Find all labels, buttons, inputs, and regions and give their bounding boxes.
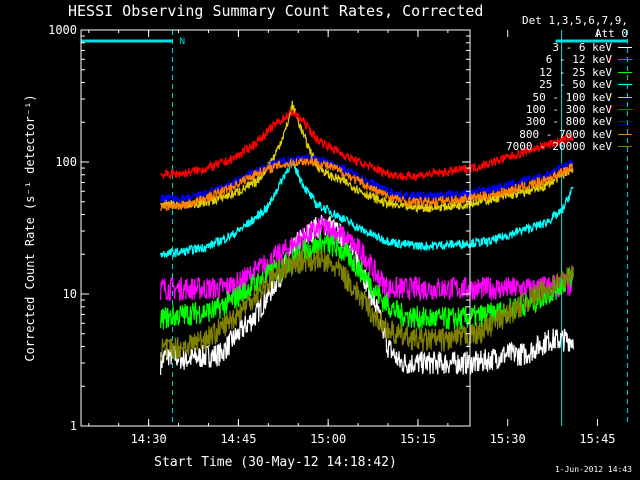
x-tick-label-3: 15:15 (400, 432, 436, 446)
legend-swatch (618, 108, 632, 110)
series-line-4 (160, 100, 574, 214)
timestamp: 1-Jun-2012 14:43 (554, 465, 632, 474)
y-tick-label-1: 10 (63, 287, 77, 301)
legend-label: 3 - 6 keV (552, 41, 612, 54)
x-tick-label-5: 15:45 (579, 432, 615, 446)
legend-swatch (618, 96, 632, 98)
x-tick-label-4: 15:30 (490, 432, 526, 446)
chart-title: HESSI Observing Summary Count Rates, Cor… (68, 2, 484, 20)
y-tick-label-0: 1 (70, 419, 77, 433)
legend-entry: 50 - 100 keV (486, 90, 636, 104)
series-line-8 (160, 248, 574, 361)
legend-label: 6 - 12 keV (545, 53, 612, 67)
legend-label: 800 - 7000 keV (519, 127, 612, 141)
legend-label: 50 - 100 keV (532, 90, 612, 104)
y-axis-label: Corrected Count Rate (s⁻¹ detector⁻¹) (23, 94, 37, 361)
legend-label: 25 - 50 keV (539, 78, 612, 92)
y-tick-label-3: 1000 (48, 23, 77, 37)
legend-entry: 6 - 12 keV (486, 53, 636, 67)
legend-label: 12 - 25 keV (539, 65, 612, 79)
detector-note-line1: Det 1,3,5,6,7,9, (522, 14, 628, 27)
series-line-3 (160, 157, 574, 258)
x-tick-label-2: 15:00 (310, 432, 346, 446)
x-tick-label-1: 14:45 (220, 432, 256, 446)
legend-swatch (618, 47, 632, 48)
legend-label: 100 - 300 keV (525, 102, 612, 116)
legend: 3 - 6 keV 6 - 12 keV 12 - 25 keV 25 - 50 ke… (486, 41, 636, 153)
plot-frame (80, 29, 471, 427)
series-line-1 (160, 215, 574, 303)
detector-note-line2: Att 0 (594, 27, 628, 40)
y-tick-label-2: 100 (55, 155, 77, 169)
x-axis-label: Start Time (30-May-12 14:18:42) (154, 455, 397, 470)
legend-swatch (618, 59, 632, 61)
plot-axes (80, 29, 471, 427)
legend-entry: 3 - 6 keV (486, 41, 636, 54)
legend-entry: 800 - 7000 keV (486, 127, 636, 141)
x-tick-label-0: 14:30 (131, 432, 167, 446)
legend-swatch (618, 133, 632, 135)
legend-entry: 7000 - 20000 keV (486, 140, 636, 154)
legend-entry: 12 - 25 keV (486, 65, 636, 79)
legend-swatch (618, 146, 632, 148)
series-line-0 (160, 214, 574, 375)
legend-entry: 100 - 300 keV (486, 102, 636, 116)
series-line-7 (160, 156, 574, 212)
legend-label: 7000 - 20000 keV (506, 140, 612, 154)
legend-swatch (618, 84, 632, 86)
legend-swatch (618, 71, 632, 73)
series-lines (160, 100, 574, 375)
tick-marks: 14:30 14:45 15:00 15:15 15:30 15:45 1 10 100 1000… (23, 23, 616, 470)
series-line-5 (160, 107, 574, 182)
observing-intervals: N (81, 30, 628, 426)
legend-entry: 300 - 800 keV (486, 115, 636, 129)
legend-entry: 25 - 50 keV (486, 78, 636, 92)
legend-swatch (618, 121, 632, 123)
night-label: N (180, 37, 185, 47)
legend-label: 300 - 800 keV (525, 115, 612, 129)
